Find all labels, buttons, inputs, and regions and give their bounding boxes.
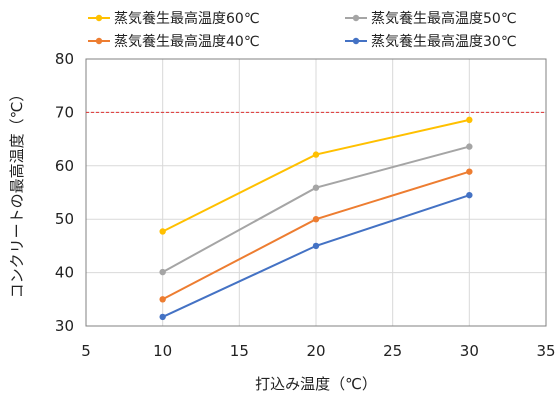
x-tick-label: 15	[230, 342, 249, 360]
y-axis-title: コンクリートの最高温度（℃）	[8, 87, 26, 299]
x-tick-label: 10	[153, 342, 172, 360]
data-point	[159, 268, 166, 276]
legend-swatch-marker	[352, 37, 360, 45]
series	[159, 116, 473, 235]
y-tick-label: 50	[55, 210, 74, 228]
x-tick-label: 25	[383, 342, 402, 360]
y-tick-label: 60	[55, 157, 74, 175]
legend: 蒸気養生最高温度60℃ 蒸気養生最高温度50℃ 蒸気養生最高温度40℃ 蒸気養生最高温…	[88, 10, 517, 50]
data-point	[159, 228, 166, 235]
x-tick-label: 20	[306, 342, 325, 360]
plot-area	[85, 58, 547, 327]
grid-lines	[85, 58, 547, 327]
series-layer	[159, 116, 473, 321]
x-tick-label: 5	[81, 342, 91, 360]
y-tick-label: 40	[55, 264, 74, 282]
x-axis-title: 打込み温度（℃）	[255, 375, 377, 393]
x-tick-labels: 5 10 15 20 25 30 35	[81, 342, 555, 360]
data-point	[466, 143, 473, 150]
x-tick-label: 30	[460, 342, 479, 360]
x-tick-label: 35	[536, 342, 555, 360]
legend-swatch-marker	[95, 37, 103, 45]
data-point	[466, 168, 473, 175]
data-point	[312, 216, 320, 223]
data-point	[466, 116, 473, 124]
y-tick-label: 80	[55, 50, 74, 68]
data-point	[312, 242, 320, 250]
data-point	[312, 151, 320, 158]
legend-label: 蒸気養生最高温度40℃	[114, 33, 260, 50]
series	[159, 191, 473, 321]
legend-label: 蒸気養生最高温度60℃	[114, 10, 260, 27]
legend-swatch-marker	[352, 14, 360, 22]
data-point	[312, 184, 320, 191]
data-point	[159, 296, 166, 303]
legend-label: 蒸気養生最高温度50℃	[371, 10, 517, 27]
legend-item: 蒸気養生最高温度40℃	[88, 33, 260, 50]
y-tick-label: 70	[55, 103, 74, 121]
legend-swatch-marker	[95, 14, 103, 22]
series	[159, 168, 473, 303]
legend-item: 蒸気養生最高温度50℃	[345, 10, 517, 27]
y-tick-label: 30	[55, 317, 74, 335]
legend-item: 蒸気養生最高温度60℃	[88, 10, 260, 27]
data-point	[466, 191, 473, 199]
y-tick-labels: 30 40 50 60 70 80	[55, 50, 74, 335]
legend-label: 蒸気養生最高温度30℃	[371, 33, 517, 50]
series	[159, 143, 473, 276]
data-point	[159, 313, 166, 321]
legend-item: 蒸気養生最高温度30℃	[345, 33, 517, 50]
